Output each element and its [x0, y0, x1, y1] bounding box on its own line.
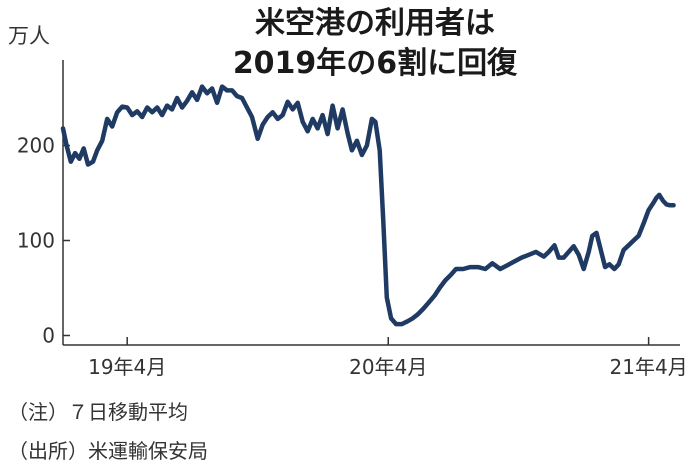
unit-label: 万人	[8, 24, 50, 48]
x-tick-label: 21年4月	[610, 355, 688, 379]
y-tick-label: 0	[42, 324, 55, 348]
y-ticks: 0 100 200	[17, 134, 70, 348]
y-tick-label: 200	[17, 134, 55, 158]
x-ticks: 19年4月 20年4月 21年4月	[88, 337, 688, 379]
series-line	[60, 84, 676, 327]
source-text: （出所）米運輸保安局	[8, 439, 208, 463]
chart-title-line-1: 米空港の利用者は	[255, 6, 495, 41]
chart-title-line-2: 2019年の6割に回復	[233, 46, 518, 81]
x-tick-label: 19年4月	[88, 355, 166, 379]
y-tick-label: 100	[17, 229, 55, 253]
x-tick-label: 20年4月	[349, 355, 427, 379]
note-text: （注）７日移動平均	[8, 400, 188, 424]
